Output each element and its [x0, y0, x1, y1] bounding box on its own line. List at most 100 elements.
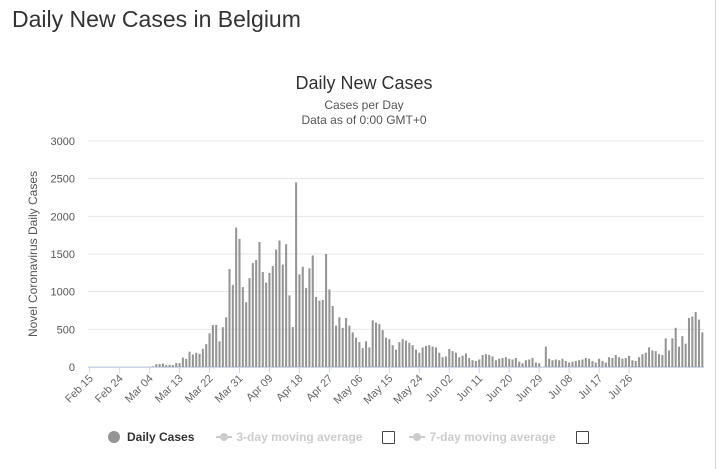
bar[interactable]: [335, 325, 338, 367]
bar[interactable]: [518, 361, 521, 367]
bar[interactable]: [358, 342, 361, 367]
bar[interactable]: [481, 354, 484, 367]
bar[interactable]: [301, 266, 304, 367]
bar[interactable]: [178, 363, 181, 367]
bar[interactable]: [275, 249, 278, 367]
bar[interactable]: [355, 337, 358, 367]
bar[interactable]: [508, 358, 511, 367]
bar[interactable]: [614, 354, 617, 367]
bar[interactable]: [671, 338, 674, 367]
bar[interactable]: [694, 312, 697, 367]
bar[interactable]: [668, 350, 671, 367]
bar[interactable]: [444, 356, 447, 367]
bar[interactable]: [315, 296, 318, 367]
bar[interactable]: [345, 318, 348, 367]
bar[interactable]: [374, 322, 378, 367]
bar[interactable]: [215, 324, 218, 367]
bar[interactable]: [604, 362, 607, 367]
bar[interactable]: [361, 348, 364, 367]
bar[interactable]: [618, 357, 621, 367]
bar[interactable]: [245, 302, 248, 367]
bar[interactable]: [258, 241, 261, 367]
bar[interactable]: [548, 358, 551, 367]
bar[interactable]: [185, 358, 188, 367]
bar[interactable]: [231, 284, 234, 367]
bar[interactable]: [468, 357, 471, 367]
legend-item-daily-cases[interactable]: Daily Cases: [108, 430, 194, 444]
bar[interactable]: [414, 349, 418, 367]
bar[interactable]: [325, 254, 328, 367]
bar[interactable]: [621, 358, 624, 367]
bar[interactable]: [175, 362, 178, 367]
bar[interactable]: [474, 360, 477, 367]
bar[interactable]: [161, 363, 164, 367]
bar[interactable]: [608, 357, 611, 367]
bar[interactable]: [338, 317, 341, 367]
bar[interactable]: [601, 360, 604, 367]
bar[interactable]: [171, 365, 174, 367]
legend-item-3-day-average[interactable]: 3-day moving average: [216, 430, 362, 444]
bar[interactable]: [201, 348, 204, 367]
bar[interactable]: [328, 289, 331, 367]
bar[interactable]: [578, 360, 581, 367]
bar[interactable]: [198, 353, 201, 367]
bar[interactable]: [221, 327, 224, 367]
bar[interactable]: [568, 362, 571, 367]
bar[interactable]: [348, 325, 351, 367]
bar[interactable]: [501, 357, 504, 367]
bar[interactable]: [654, 351, 657, 367]
bar[interactable]: [151, 366, 154, 367]
bar[interactable]: [551, 360, 554, 367]
bar[interactable]: [687, 318, 691, 367]
bar[interactable]: [384, 337, 388, 367]
bar[interactable]: [431, 346, 434, 367]
bar[interactable]: [191, 354, 194, 367]
bar[interactable]: [311, 255, 314, 367]
bar[interactable]: [268, 272, 271, 367]
bar[interactable]: [528, 359, 531, 367]
bar[interactable]: [461, 355, 464, 367]
bar[interactable]: [341, 327, 344, 367]
bar[interactable]: [168, 364, 171, 367]
bar[interactable]: [611, 357, 614, 367]
bar[interactable]: [641, 354, 644, 367]
bar[interactable]: [631, 360, 634, 367]
bar[interactable]: [378, 324, 381, 367]
bar[interactable]: [628, 355, 631, 367]
bar[interactable]: [644, 352, 647, 367]
bar[interactable]: [574, 360, 577, 367]
bar[interactable]: [238, 238, 241, 367]
bar[interactable]: [424, 345, 427, 367]
bar[interactable]: [235, 227, 238, 367]
bar[interactable]: [584, 357, 587, 367]
bar[interactable]: [318, 300, 321, 367]
bar[interactable]: [434, 347, 437, 367]
bar[interactable]: [381, 330, 384, 367]
bar[interactable]: [648, 347, 651, 367]
bar[interactable]: [251, 263, 254, 367]
bar[interactable]: [514, 357, 517, 367]
bar[interactable]: [591, 360, 594, 367]
bar[interactable]: [524, 360, 527, 367]
bar[interactable]: [394, 349, 398, 367]
legend-item-7-day-average[interactable]: 7-day moving average: [409, 430, 556, 444]
bar[interactable]: [488, 354, 491, 367]
bar[interactable]: [241, 287, 244, 367]
bar[interactable]: [265, 282, 268, 367]
bar[interactable]: [188, 351, 191, 367]
bar[interactable]: [471, 360, 474, 367]
bar[interactable]: [448, 348, 451, 367]
bar[interactable]: [255, 260, 258, 367]
bar[interactable]: [418, 352, 421, 367]
bar[interactable]: [594, 362, 597, 367]
bar[interactable]: [331, 305, 334, 367]
bar[interactable]: [248, 278, 251, 367]
bar[interactable]: [271, 266, 274, 367]
bar[interactable]: [285, 244, 288, 367]
bar[interactable]: [504, 357, 507, 367]
checkbox-7-day-average[interactable]: [575, 430, 589, 444]
bar[interactable]: [677, 346, 681, 367]
bar[interactable]: [371, 320, 374, 367]
bar[interactable]: [701, 332, 704, 367]
bar[interactable]: [158, 363, 161, 367]
